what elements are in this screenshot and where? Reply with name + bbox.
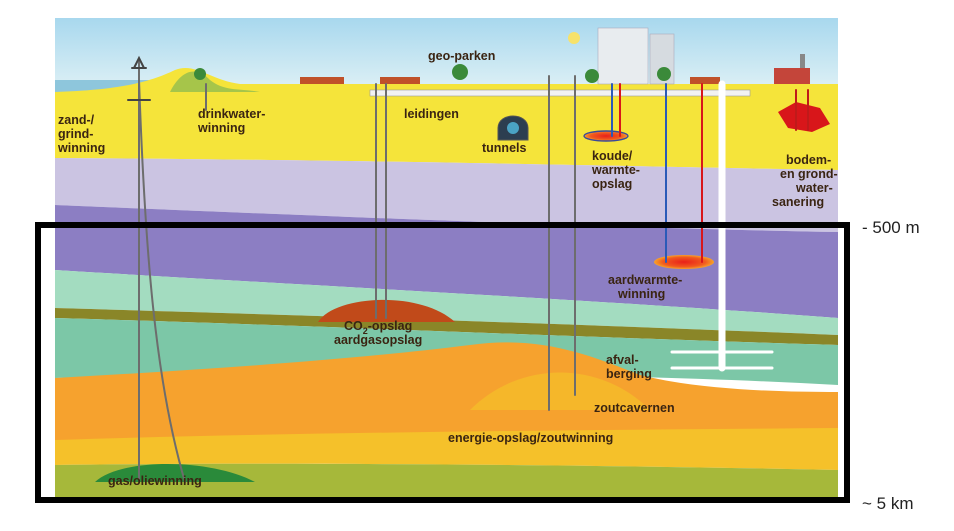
houses-1 — [300, 77, 344, 84]
salt-dome — [470, 372, 650, 410]
olive-layer — [55, 308, 838, 345]
sand-gravel-label: zand-/ grind- winning — [57, 113, 105, 155]
depth-frame — [35, 222, 850, 503]
remediation-pipes — [795, 89, 809, 131]
pipelines-label: leidingen — [404, 107, 459, 121]
mint-layer — [55, 270, 838, 335]
surface-features — [194, 27, 830, 269]
oil-rig — [127, 55, 151, 101]
purple-layer — [55, 205, 838, 318]
gas-storage-label: aardgasopslag — [334, 333, 422, 347]
energy-storage-label: energie-opslag/zoutwinning — [448, 431, 613, 445]
geo-parks-label: geo-parken — [428, 49, 495, 63]
green-hill — [170, 71, 260, 92]
oil-gas-label: gas/oliewinning — [108, 474, 202, 488]
tunnels-label: tunnels — [482, 141, 526, 155]
remediation-icon — [778, 102, 830, 132]
lavender-layer — [55, 158, 838, 232]
depth-5km-label: ~ 5 km — [862, 494, 914, 513]
tree-2 — [452, 64, 468, 80]
sun — [568, 32, 580, 44]
tree-1 — [194, 68, 206, 80]
orange-layer — [55, 342, 838, 440]
salt-caverns-label: zoutcavernen — [594, 401, 675, 415]
houses-2 — [380, 77, 420, 84]
tunnel-glow — [507, 122, 519, 134]
geothermal-disc — [654, 255, 714, 269]
houses-3 — [690, 77, 720, 84]
gas-dome — [95, 464, 255, 482]
oil-well-deviated — [138, 79, 186, 483]
geothermal-label: aardwarmte- winning — [608, 273, 686, 301]
co2-storage-label: CO2-opslag — [344, 319, 412, 336]
light-green-layer — [55, 463, 838, 498]
factory-chimney — [800, 54, 805, 68]
thermal-storage-label: koude/ warmte- opslag — [591, 149, 643, 191]
waste-disposal-label: afval- berging — [606, 353, 652, 381]
tree-4 — [657, 67, 671, 81]
tree-3 — [585, 69, 599, 83]
depth-500m-label: - 500 m — [862, 218, 920, 237]
remediation-label: bodem- en grond- water- sanering — [772, 153, 841, 209]
building-tall — [597, 27, 649, 85]
pipeline — [369, 89, 751, 97]
yellow-orange-layer — [55, 428, 838, 470]
labels: zand-/ grind- winning drinkwater- winnin… — [57, 49, 841, 488]
drinkwater-label: drinkwater- winning — [197, 107, 269, 135]
factory — [774, 68, 810, 84]
thermal-storage-disc — [583, 130, 629, 142]
